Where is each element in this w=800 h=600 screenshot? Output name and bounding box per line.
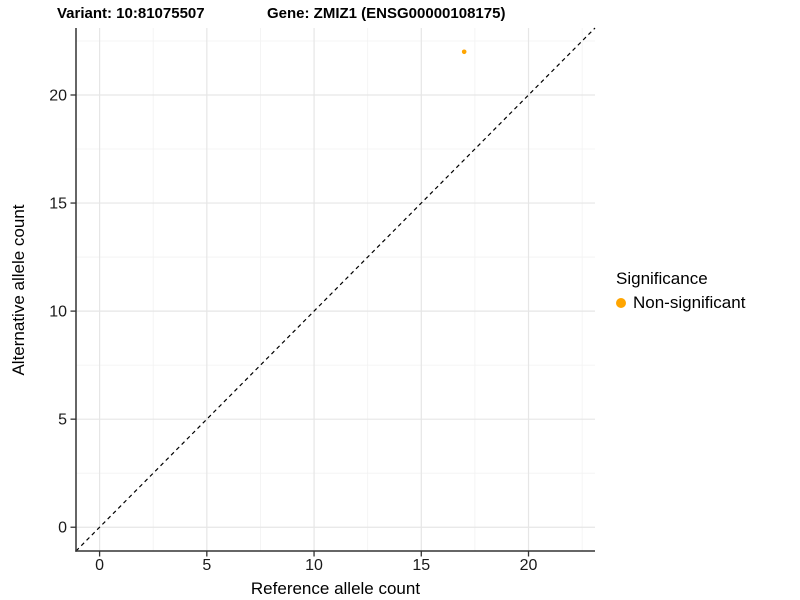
x-axis-title: Reference allele count [250, 579, 421, 598]
data-point [461, 49, 467, 55]
legend: Significance Non-significant [616, 269, 745, 313]
legend-item-label: Non-significant [633, 293, 746, 312]
y-tick-label: 10 [49, 304, 67, 321]
x-tick-label: 15 [412, 557, 430, 574]
plot-title-gene: Gene: ZMIZ1 (ENSG00000108175) [267, 5, 506, 22]
x-tick-label: 10 [305, 557, 323, 574]
legend-title: Significance [616, 269, 708, 288]
x-tick-label: 20 [520, 557, 538, 574]
y-tick-label: 15 [49, 196, 67, 213]
y-tick-label: 5 [58, 412, 67, 429]
y-tick-label: 20 [49, 87, 67, 104]
legend-item: Non-significant [616, 293, 745, 313]
legend-point-icon [616, 298, 626, 308]
x-tick-label: 5 [202, 557, 211, 574]
identity-dashed-line [75, 27, 596, 552]
y-tick-label: 0 [58, 520, 67, 537]
y-axis-title: Alternative allele count [9, 204, 28, 376]
plot-title-variant: Variant: 10:81075507 [57, 5, 205, 22]
x-tick-label: 0 [95, 557, 104, 574]
